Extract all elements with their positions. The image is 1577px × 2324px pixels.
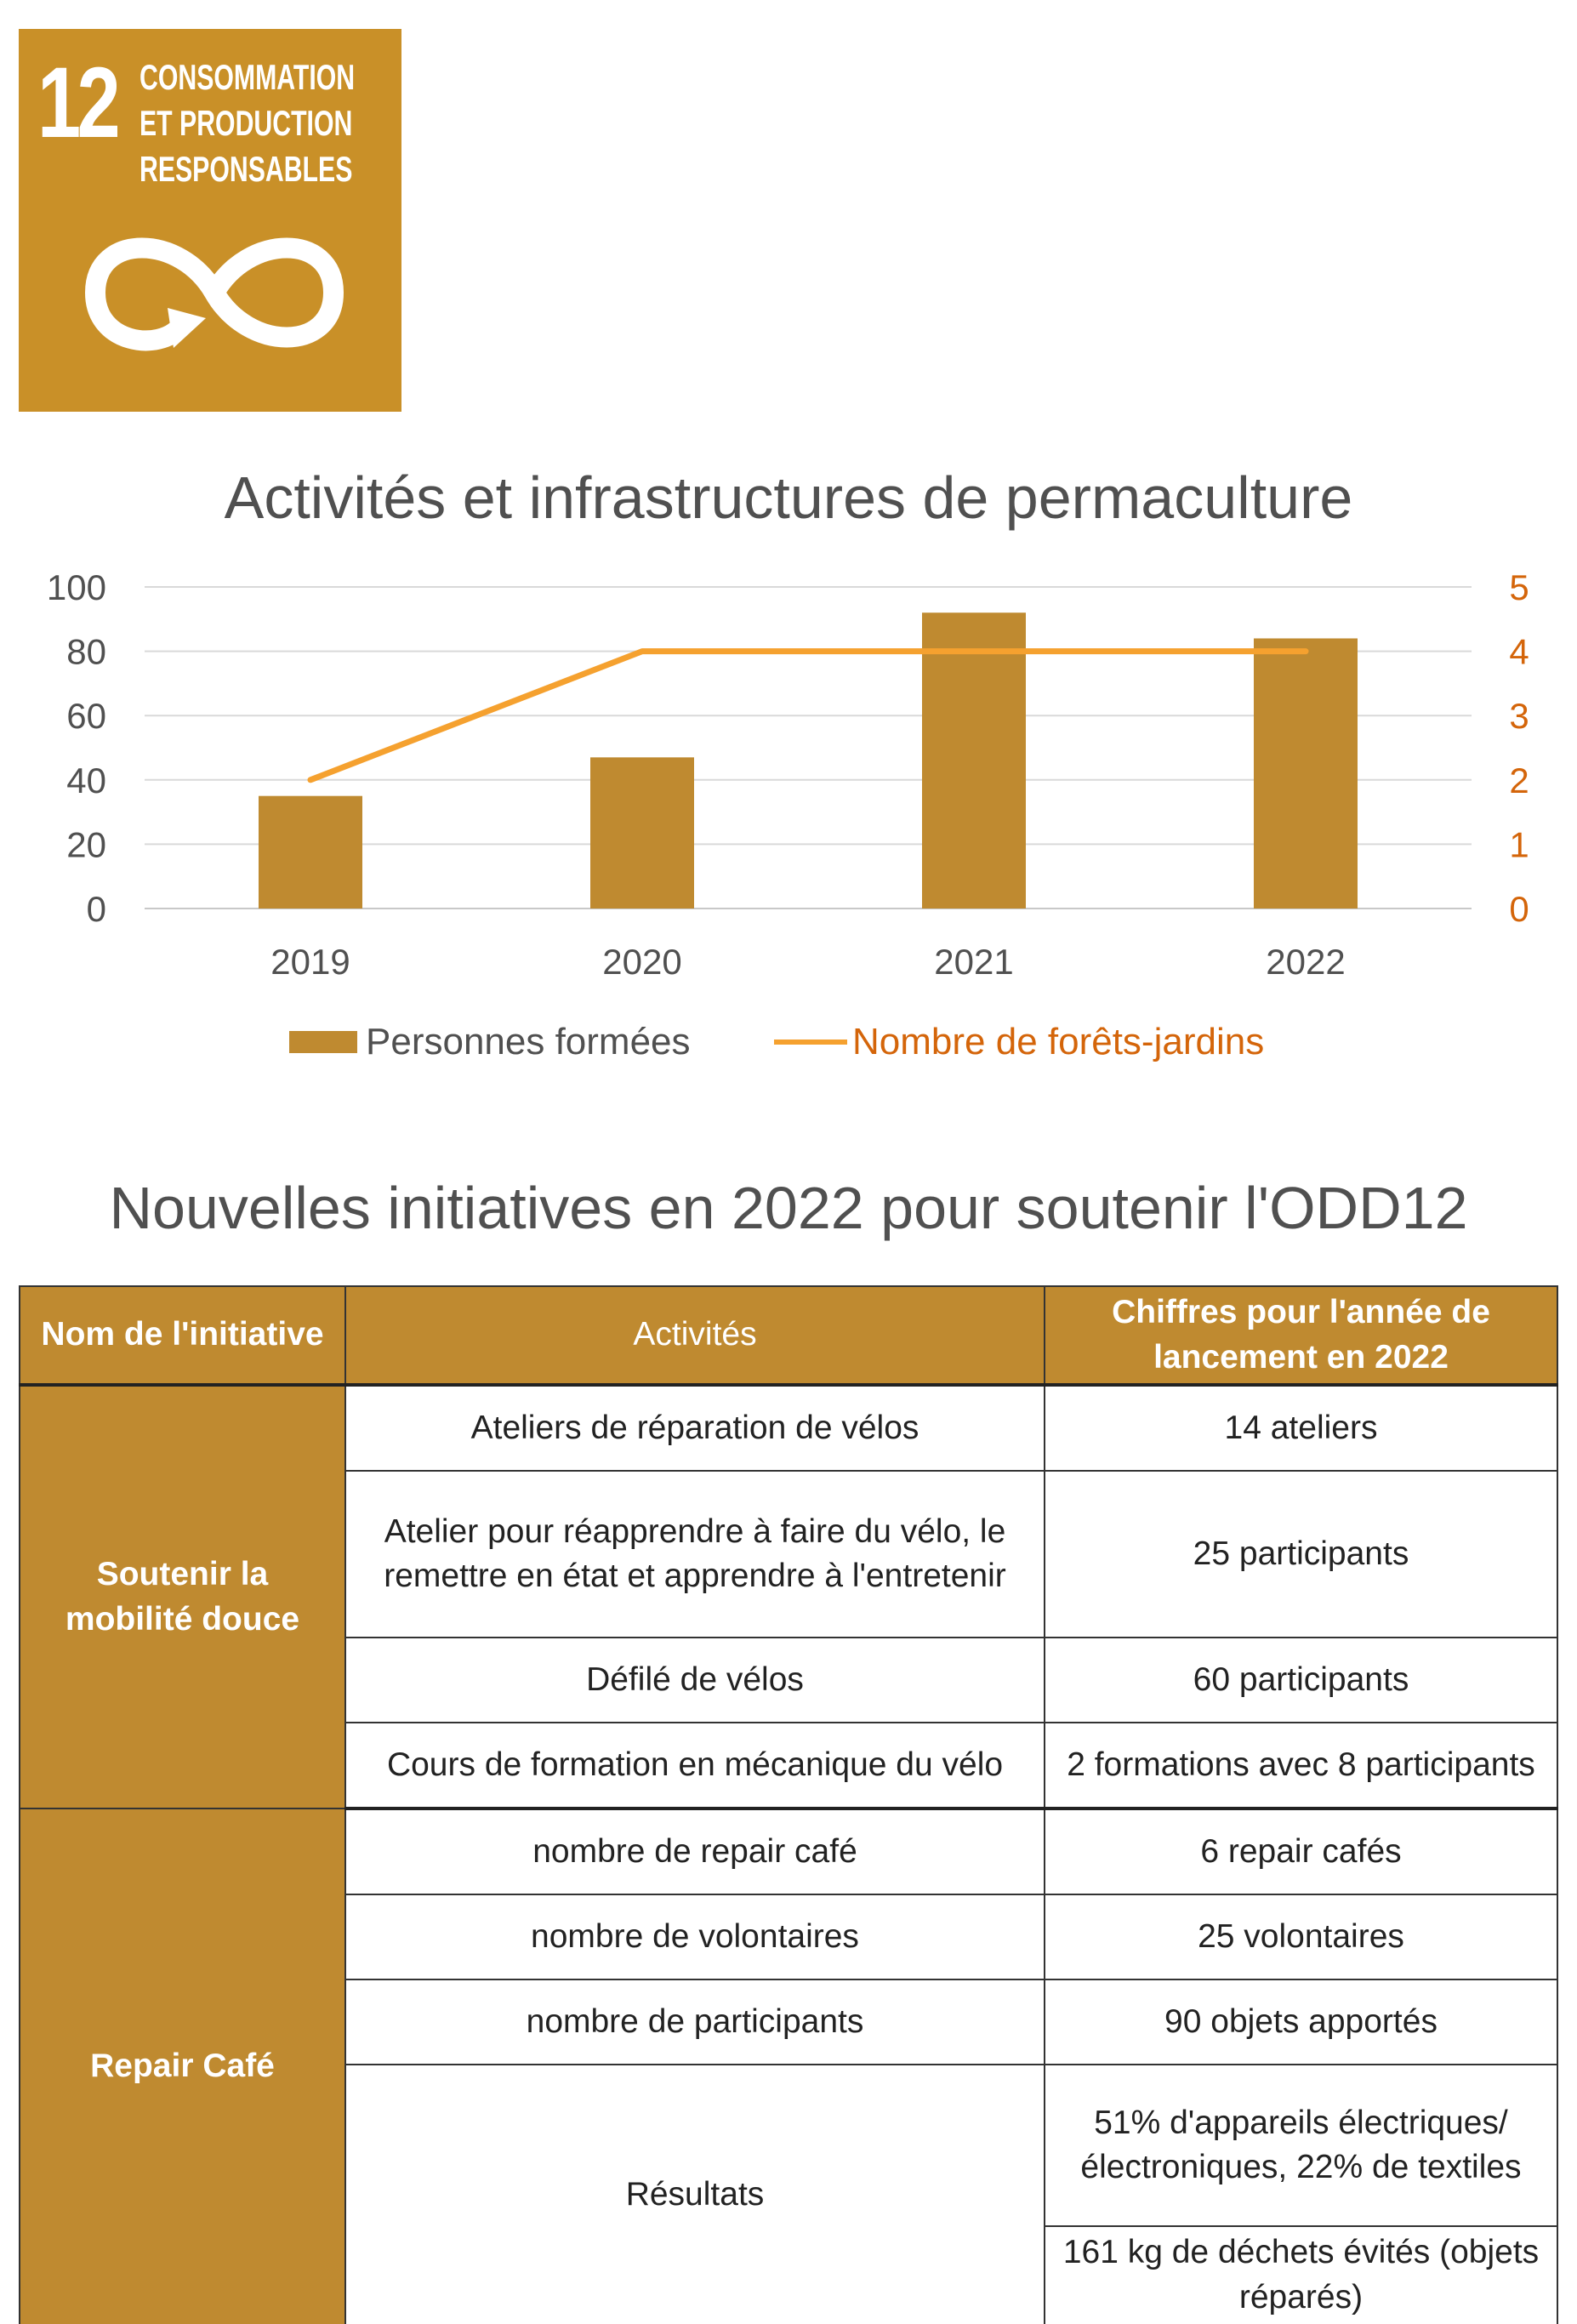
series-line-forets-jardins [307, 648, 1309, 783]
header-figures: Chiffres pour l'année de lancement en 20… [1044, 1284, 1558, 1387]
y-tick-label: 0 [87, 889, 106, 929]
group-name-repair-cafe: Repair Café [19, 1808, 346, 2324]
bar-2019 [259, 795, 362, 909]
x-tick-label: 2019 [270, 942, 350, 982]
y-tick-label: 40 [66, 760, 106, 800]
y2-tick-label: 1 [1509, 824, 1529, 864]
table-row: nombre de participants 90 objets apporté… [20, 1979, 1558, 2066]
table-title: Nouvelles initiatives en 2022 pour soute… [109, 1175, 1468, 1241]
table-row: Atelier pour réapprendre à faire du vélo… [20, 1470, 1558, 1639]
combo-chart: 0 20 40 60 80 100 0 1 2 3 4 5 2019 2020 2021 2022 [47, 567, 1529, 982]
sdg12-logo: 12 CONSOMMATION ET PRODUCTION RESPONSABL… [19, 29, 401, 412]
figure-cell: 25 participants [1044, 1470, 1558, 1639]
figure-cell: 60 participants [1044, 1637, 1558, 1724]
logo-line-1: CONSOMMATION [139, 57, 356, 97]
activity-cell: nombre de volontaires [344, 1894, 1045, 1981]
figure-cell: 90 objets apportés [1044, 1979, 1558, 2066]
bar-2022 [1254, 638, 1358, 909]
table-row: 161 kg de déchets évités (objets réparés… [20, 2225, 1558, 2324]
group-name-mobility: Soutenir la mobilité douce [19, 1384, 346, 1810]
chart-title: Activités et infrastructures de permacul… [224, 464, 1353, 531]
initiatives-table: Nom de l'initiative Activités Chiffres p… [19, 1284, 1558, 2324]
activity-cell: nombre de participants [344, 1979, 1045, 2066]
logo-line-2: ET PRODUCTION [139, 103, 353, 143]
activity-cell: Ateliers de réparation de vélos [344, 1384, 1045, 1472]
table-row: Soutenir la mobilité douce Ateliers de r… [19, 1384, 1558, 1810]
bar-2020 [590, 757, 694, 909]
x-tick-label: 2021 [934, 942, 1013, 982]
table-row: Cours de formation en mécanique du vélo … [20, 1722, 1558, 1811]
bar-2021 [922, 612, 1026, 909]
table-row: nombre de volontaires 25 volontaires [20, 1894, 1558, 1981]
header-activities: Activités [344, 1284, 1045, 1387]
x-tick-label: 2020 [602, 942, 681, 982]
legend-swatch-bar [289, 1031, 357, 1053]
y-tick-label: 80 [66, 632, 106, 672]
x-tick-label: 2022 [1266, 942, 1345, 982]
logo-number: 12 [37, 47, 121, 159]
line-point-2021 [973, 650, 975, 652]
legend-swatch-line [774, 1040, 847, 1045]
activity-cell: nombre de repair café [344, 1808, 1045, 1896]
figure-cell: 14 ateliers [1044, 1384, 1558, 1472]
table-row: Résultats 51% d'appareils électriques/él… [20, 2064, 1558, 2324]
infinity-arrow-icon [84, 237, 344, 351]
y-tick-label: 60 [66, 696, 106, 736]
figure-cell: 161 kg de déchets évités (objets réparés… [1044, 2225, 1558, 2324]
activity-cell: Résultats [344, 2064, 1045, 2324]
y2-tick-label: 4 [1509, 632, 1529, 672]
legend-item-line: Nombre de forêts-jardins [774, 1021, 1264, 1063]
activity-cell: Cours de formation en mécanique du vélo [344, 1722, 1045, 1811]
table-header-row: Nom de l'initiative Activités Chiffres p… [19, 1284, 1558, 1387]
y2-tick-label: 2 [1509, 760, 1529, 800]
logo-line-3: RESPONSABLES [139, 149, 353, 189]
line-point-2020 [641, 650, 643, 652]
table-row: Défilé de vélos 60 participants [20, 1637, 1558, 1724]
y2-tick-label: 0 [1509, 889, 1529, 929]
y-tick-label: 20 [66, 824, 106, 864]
activity-cell: Défilé de vélos [344, 1637, 1045, 1724]
table-row: Repair Café nombre de repair café 6 repa… [19, 1808, 1558, 2324]
figure-cell: 2 formations avec 8 participants [1044, 1722, 1558, 1811]
line-point-2019 [310, 778, 311, 781]
line-point-2022 [1305, 650, 1307, 652]
legend-item-bar: Personnes formées [289, 1021, 691, 1063]
y2-tick-label: 5 [1509, 567, 1529, 607]
chart-legend: Personnes formées Nombre de forêts-jardi… [0, 1021, 1577, 1072]
y-tick-label: 100 [47, 567, 106, 607]
y2-tick-label: 3 [1509, 696, 1529, 736]
figure-cell: 51% d'appareils électriques/électronique… [1044, 2064, 1558, 2228]
header-initiative: Nom de l'initiative [19, 1284, 346, 1387]
legend-label-bar: Personnes formées [366, 1021, 691, 1062]
figure-cell: 25 volontaires [1044, 1894, 1558, 1981]
legend-label-line: Nombre de forêts-jardins [852, 1021, 1265, 1062]
figure-cell: 6 repair cafés [1044, 1808, 1558, 1896]
logo-text: CONSOMMATION ET PRODUCTION RESPONSABLES [139, 54, 355, 192]
activity-cell: Atelier pour réapprendre à faire du vélo… [344, 1470, 1045, 1639]
